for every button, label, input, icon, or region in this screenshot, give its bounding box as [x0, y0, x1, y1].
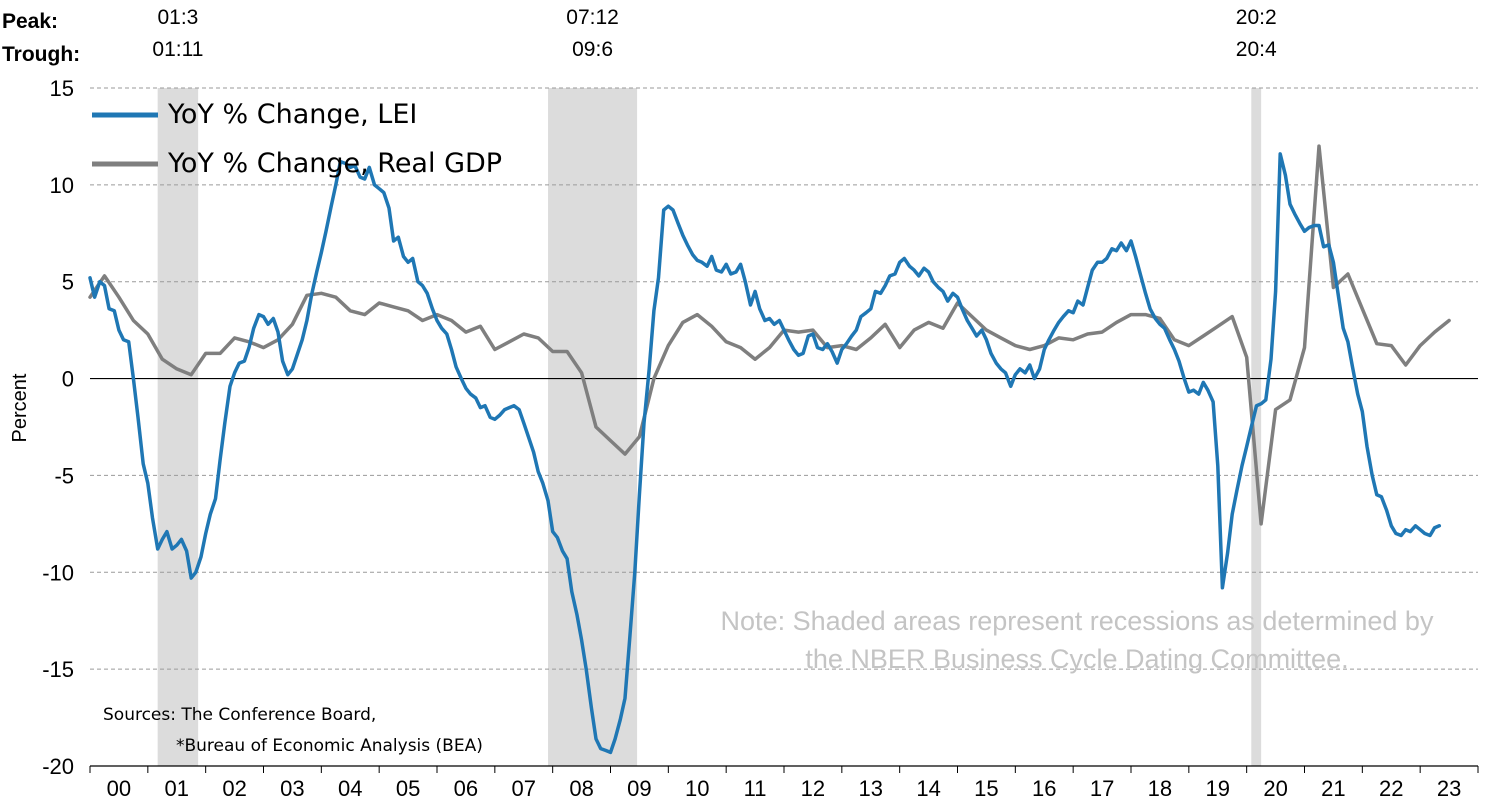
x-tick-label: 14: [916, 776, 940, 801]
x-tick-label: 08: [569, 776, 593, 801]
note-line-2: the NBER Business Cycle Dating Committee…: [805, 644, 1348, 674]
y-tick-label: 10: [50, 173, 74, 198]
x-tick-label: 07: [512, 776, 536, 801]
x-tick-label: 05: [396, 776, 420, 801]
y-tick-label: 15: [50, 76, 74, 101]
trough-label: Trough:: [2, 43, 80, 66]
x-tick-label: 21: [1321, 776, 1345, 801]
source-line-2: *Bureau of Economic Analysis (BEA): [176, 736, 483, 756]
note: Note: Shaded areas represent recessions …: [721, 606, 1434, 674]
x-tick-label: 13: [859, 776, 883, 801]
legend: YoY % Change, LEI YoY % Change, Real GDP: [92, 99, 502, 179]
x-tick-label: 17: [1090, 776, 1114, 801]
recession-band-1: [157, 88, 199, 766]
note-line-1: Note: Shaded areas represent recessions …: [721, 606, 1434, 636]
x-tick-label: 04: [338, 776, 362, 801]
legend-label-lei: YoY % Change, LEI: [167, 99, 417, 130]
recession-peak-date-3: 20:2: [1236, 6, 1277, 29]
recession-dates: Peak: Trough: 01:3 01:11 07:12 09:6 20:2 20:4: [2, 6, 1277, 66]
x-tick-label: 06: [454, 776, 478, 801]
x-tick-label: 15: [974, 776, 998, 801]
recession-band-2: [548, 88, 638, 766]
grid-lines: [90, 87, 1478, 670]
x-tick-label: 23: [1437, 776, 1461, 801]
recession-trough-date-3: 20:4: [1236, 38, 1277, 61]
recession-trough-date-1: 01:11: [152, 38, 203, 61]
sources: Sources: The Conference Board, *Bureau o…: [103, 705, 483, 756]
y-tick-label: -15: [42, 657, 74, 682]
x-tick-label: 03: [280, 776, 304, 801]
x-tick-label: 01: [165, 776, 189, 801]
x-tick-label: 12: [801, 776, 825, 801]
x-tick-label: 18: [1148, 776, 1172, 801]
peak-label: Peak:: [2, 10, 58, 33]
x-axis: 00 01 02 03 04 05 06 07 08 09 10 11 12 13 14 15 16 17 18 19…: [89, 765, 1479, 801]
recession-band-3: [1251, 88, 1262, 766]
series-line-lei: [88, 152, 1442, 755]
source-line-1: Sources: The Conference Board,: [103, 705, 376, 725]
series-line-real-gdp: [88, 144, 1451, 526]
x-tick-label: 22: [1379, 776, 1403, 801]
recession-trough-date-2: 09:6: [572, 38, 613, 61]
y-tick-label: 0: [62, 367, 74, 392]
y-tick-label: 5: [62, 270, 74, 295]
x-tick-label: 19: [1206, 776, 1230, 801]
recession-shading-group: [157, 88, 1262, 766]
x-tick-label: 09: [627, 776, 651, 801]
x-tick-label: 00: [107, 776, 131, 801]
y-tick-label: -20: [42, 754, 74, 779]
y-axis-label: Percent: [9, 373, 31, 442]
legend-label-gdp: YoY % Change, Real GDP: [167, 148, 502, 179]
recession-peak-date-2: 07:12: [566, 6, 619, 29]
x-tick-label: 11: [744, 776, 767, 801]
recession-peak-date-1: 01:3: [157, 6, 198, 29]
y-axis: 15 10 5 0 -5 -10 -15 -20: [42, 76, 74, 779]
series-lines: [88, 144, 1451, 755]
x-tick-label: 16: [1032, 776, 1056, 801]
x-tick-label: 02: [222, 776, 246, 801]
y-tick-label: -10: [42, 560, 74, 585]
y-tick-label: -5: [54, 463, 74, 488]
x-tick-label: 20: [1263, 776, 1287, 801]
x-tick-label: 10: [685, 776, 709, 801]
